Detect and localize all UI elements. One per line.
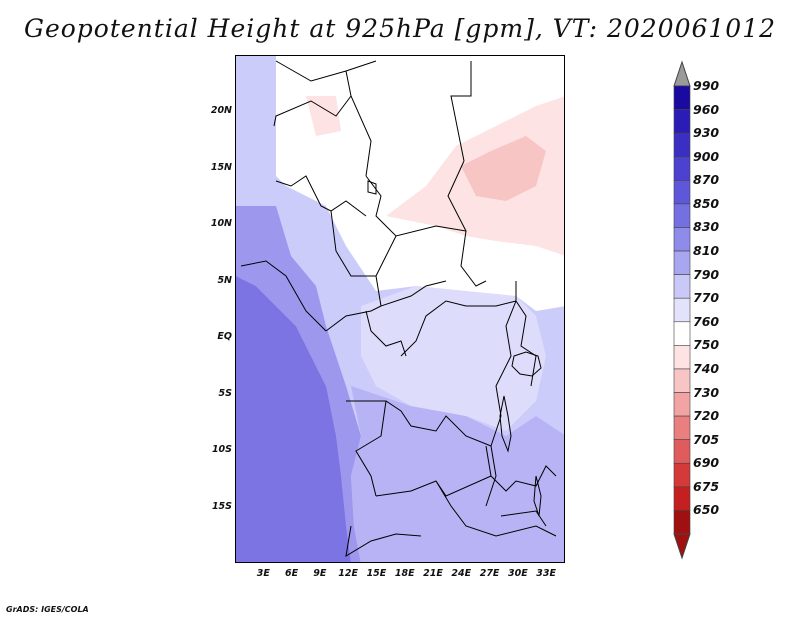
colorbar-cell [673, 203, 691, 228]
colorbar-cell [673, 392, 691, 417]
lon-tick-label: 15E [366, 568, 387, 579]
colorbar-cell [673, 486, 691, 511]
lake-tanganyika [499, 395, 512, 453]
colorbar-cell [673, 85, 691, 110]
map-panel [235, 55, 565, 563]
lon-tick-label: 27E [479, 568, 500, 579]
colorbar-cell [673, 345, 691, 370]
colorbar-cell [673, 180, 691, 205]
colorbar-cell [673, 415, 691, 440]
lake-chad [367, 180, 377, 195]
contour-region-ocean-low-height-south [236, 276, 356, 562]
lon-tick-label: 18E [394, 568, 415, 579]
colorbar-level-label: 705 [693, 431, 720, 447]
lat-tick-label: 5N [217, 274, 232, 286]
colorbar-level-label: 750 [693, 337, 720, 353]
colorbar-level-label: 770 [693, 290, 720, 306]
chart-title: Geopotential Height at 925hPa [gpm], VT:… [23, 14, 777, 43]
colorbar-cell [673, 321, 691, 346]
colorbar-level-label: 720 [693, 408, 720, 424]
colorbar-level-label: 900 [693, 148, 720, 164]
country-borders [240, 60, 557, 557]
colorbar-level-label: 870 [693, 172, 720, 188]
geopotential-map [236, 56, 564, 562]
colorbar-bottom-arrow [673, 533, 691, 560]
colorbar-level-label: 675 [693, 478, 720, 494]
lon-tick-label: 12E [338, 568, 358, 579]
lon-tick-label: 21E [423, 568, 443, 579]
lon-tick-label: 24E [451, 568, 472, 579]
colorbar-level-label: 960 [693, 101, 720, 117]
colorbar-cell [673, 250, 691, 275]
lon-tick-label: 30E [507, 568, 528, 579]
contour-region-west-coast-band [236, 206, 361, 562]
colorbar [673, 60, 691, 560]
lat-tick-label: 10S [211, 444, 232, 456]
lat-tick-label: 5S [218, 387, 232, 399]
colorbar-level-label: 760 [693, 313, 720, 329]
lat-tick-label: EQ [217, 331, 232, 343]
colorbar-cell [673, 297, 691, 323]
colorbar-cell [673, 439, 691, 464]
colorbar-level-label: 790 [693, 266, 720, 282]
colorbar-cell [673, 132, 691, 158]
colorbar-cell [673, 227, 691, 252]
colorbar-level-label: 810 [693, 243, 720, 259]
contour-region-congo-basin [361, 286, 546, 431]
lake-malawi [533, 475, 542, 517]
colorbar-level-label: 830 [693, 219, 720, 235]
colorbar-level-label: 990 [693, 78, 720, 93]
colorbar-cell [673, 274, 691, 299]
colorbar-level-label: 740 [693, 360, 720, 376]
lon-tick-label: 3E [256, 568, 270, 579]
colorbar-cell [673, 368, 691, 393]
colorbar-level-label: 690 [693, 455, 720, 471]
colorbar-level-label: 730 [693, 384, 720, 400]
colorbar-top-arrow [673, 60, 691, 87]
lon-tick-label: 33E [536, 568, 556, 579]
colorbar-cell [673, 510, 691, 535]
contour-region-southern-plateau [351, 386, 564, 562]
colorbar-level-label: 930 [693, 125, 720, 141]
colorbar-level-label: 650 [693, 502, 720, 518]
grads-credit: GrADS: IGES/COLA [6, 605, 89, 614]
colorbar-cell [673, 462, 691, 488]
lon-tick-label: 9E [313, 568, 327, 579]
contour-region-sahel-neutral [276, 56, 564, 311]
lat-tick-label: 20N [210, 105, 232, 117]
contour-region-darfur-core [461, 136, 546, 201]
contour-region-sudan-warm-low [306, 96, 564, 256]
lat-tick-label: 15N [210, 161, 232, 173]
lake-victoria [511, 351, 542, 377]
colorbar-level-label: 850 [693, 195, 720, 211]
lat-tick-label: 15S [211, 500, 232, 512]
lat-tick-label: 10N [210, 218, 232, 230]
lon-tick-label: 6E [285, 568, 299, 579]
colorbar-cell [673, 156, 691, 181]
colorbar-cell [673, 109, 691, 134]
